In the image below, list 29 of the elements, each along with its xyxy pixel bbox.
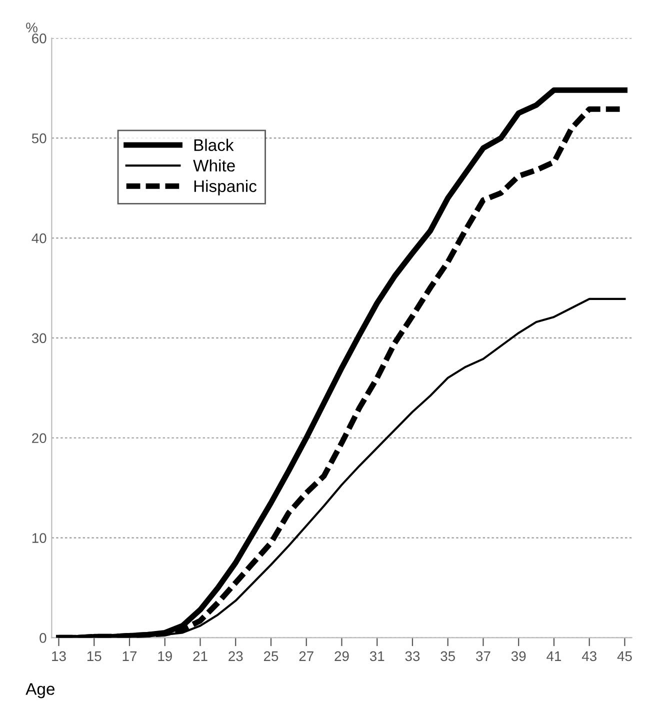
x-tick-label: 45 xyxy=(617,651,632,662)
y-tick-label: 50 xyxy=(32,133,46,144)
x-tick-label: 15 xyxy=(87,651,102,662)
x-tick-label: 33 xyxy=(405,651,420,662)
y-axis-title: % xyxy=(26,22,38,32)
y-tick-label: 20 xyxy=(32,433,46,444)
x-tick-label: 17 xyxy=(122,651,137,661)
x-tick-label: 25 xyxy=(264,651,278,662)
x-tick-label: 35 xyxy=(440,651,455,662)
legend-label: White xyxy=(193,159,235,172)
y-tick-label: 30 xyxy=(32,333,46,344)
y-tick-label: 10 xyxy=(32,533,46,543)
y-tick-label: 0 xyxy=(40,633,46,643)
legend-label: Black xyxy=(194,138,234,152)
x-tick-label: 13 xyxy=(52,651,66,662)
x-tick-label: 29 xyxy=(334,651,349,662)
x-tick-label: 27 xyxy=(299,651,314,661)
x-tick-label: 31 xyxy=(370,651,384,662)
y-tick-label: 60 xyxy=(32,34,46,44)
x-axis-title: Age xyxy=(26,683,54,698)
x-tick-label: 37 xyxy=(476,651,490,662)
x-tick-label: 41 xyxy=(546,651,562,661)
x-tick-label: 23 xyxy=(228,651,243,662)
y-tick-label: 40 xyxy=(32,233,46,244)
legend-label: Hispanic xyxy=(194,180,256,196)
x-tick-label: 19 xyxy=(158,651,172,662)
x-tick-label: 43 xyxy=(582,651,596,662)
x-tick-label: 39 xyxy=(511,651,526,662)
x-tick-label: 21 xyxy=(193,651,208,661)
